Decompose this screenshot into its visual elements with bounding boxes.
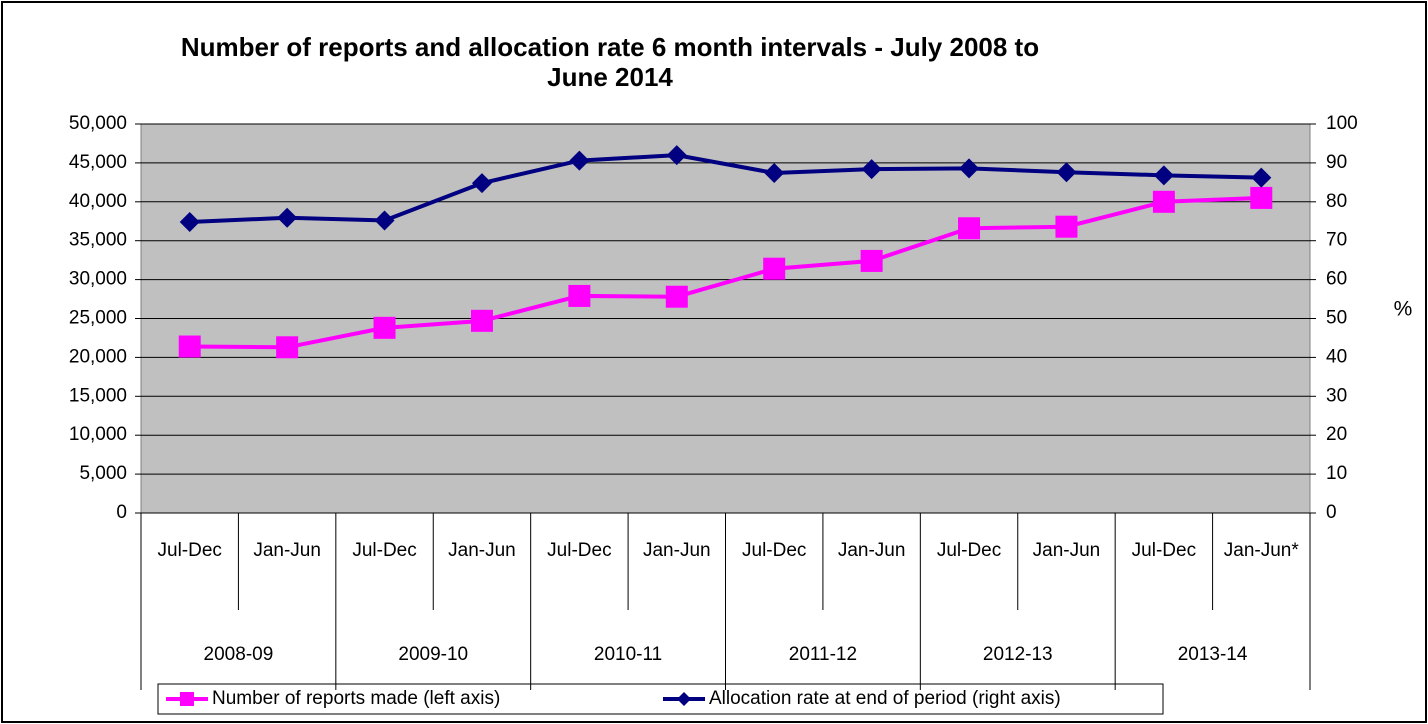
- y-tick-label: 50,000: [69, 113, 127, 134]
- y2-tick-label: 100: [1326, 113, 1358, 134]
- x-group-label: 2010-11: [594, 644, 662, 665]
- series-marker: [666, 145, 687, 166]
- series-marker: [471, 173, 492, 194]
- series-marker: [569, 150, 590, 171]
- x-tick-label: Jul-Dec: [937, 540, 1001, 561]
- x-group-label: 2008-09: [204, 644, 274, 665]
- chart-title: Number of reports and allocation rate 6 …: [180, 32, 1040, 92]
- y-tick-label: 35,000: [69, 230, 127, 251]
- y-tick-label: 15,000: [69, 385, 127, 406]
- series-marker: [276, 336, 299, 359]
- series-marker: [764, 163, 785, 184]
- series-marker: [568, 284, 591, 307]
- x-group-label: 2012-13: [983, 644, 1053, 665]
- series-line: [189, 153, 1262, 225]
- y2-tick-label: 90: [1326, 152, 1347, 173]
- y-tick-label: 40,000: [69, 191, 127, 212]
- series-marker: [860, 249, 883, 272]
- x-tick-label: Jan-Jun*: [1224, 540, 1300, 561]
- series-marker: [179, 212, 200, 233]
- series-marker: [763, 257, 786, 280]
- x-tick-label: Jan-Jun: [253, 540, 321, 561]
- series-marker: [959, 158, 980, 179]
- x-group-label: 2009-10: [398, 644, 468, 665]
- y-tick-label: 0: [116, 502, 127, 523]
- y-tick-label: 25,000: [69, 308, 127, 329]
- x-tick-label: Jan-Jun: [448, 540, 516, 561]
- y-tick-label: 10,000: [69, 424, 127, 445]
- y2-tick-label: 70: [1326, 230, 1347, 251]
- series-marker: [470, 309, 493, 332]
- x-tick-label: Jul-Dec: [547, 540, 611, 561]
- legend-label: Allocation rate at end of period (right …: [709, 688, 1061, 709]
- x-tick-label: Jan-Jun: [643, 540, 711, 561]
- x-tick-label: Jul-Dec: [158, 540, 222, 561]
- series-marker: [1250, 186, 1273, 209]
- y2-axis-label: %: [1394, 298, 1413, 321]
- series-line: [189, 195, 1262, 350]
- y2-tick-label: 10: [1326, 463, 1347, 484]
- series-marker: [373, 316, 396, 339]
- legend-label: Number of reports made (left axis): [212, 688, 500, 709]
- x-group-label: 2011-12: [789, 644, 857, 665]
- series-marker: [958, 217, 981, 240]
- series-marker: [665, 285, 688, 308]
- y2-tick-label: 20: [1326, 424, 1347, 445]
- y2-tick-label: 40: [1326, 346, 1347, 367]
- x-tick-label: Jan-Jun: [1033, 540, 1101, 561]
- y2-tick-label: 30: [1326, 385, 1347, 406]
- x-group-label: 2013-14: [1178, 644, 1248, 665]
- x-tick-label: Jan-Jun: [838, 540, 906, 561]
- legend-marker: [677, 692, 691, 706]
- series-marker: [1152, 190, 1175, 213]
- x-tick-label: Jul-Dec: [352, 540, 416, 561]
- legend: [157, 683, 1164, 715]
- series-marker: [178, 335, 201, 358]
- y2-tick-label: 0: [1326, 502, 1337, 523]
- x-tick-label: Jul-Dec: [1132, 540, 1196, 561]
- y-tick-label: 45,000: [69, 152, 127, 173]
- x-tick-label: Jul-Dec: [742, 540, 806, 561]
- series-marker: [1055, 215, 1078, 238]
- y2-tick-label: 50: [1326, 308, 1347, 329]
- series-marker: [1056, 162, 1077, 183]
- series-marker: [277, 207, 298, 228]
- y-tick-label: 20,000: [69, 346, 127, 367]
- series-marker: [374, 210, 395, 231]
- y2-tick-label: 80: [1326, 191, 1347, 212]
- series-marker: [1251, 167, 1272, 188]
- series-marker: [861, 159, 882, 180]
- y-tick-label: 5,000: [79, 463, 127, 484]
- y-tick-label: 30,000: [69, 269, 127, 290]
- legend-marker: [180, 692, 194, 706]
- y2-tick-label: 60: [1326, 269, 1347, 290]
- series-marker: [1153, 165, 1174, 186]
